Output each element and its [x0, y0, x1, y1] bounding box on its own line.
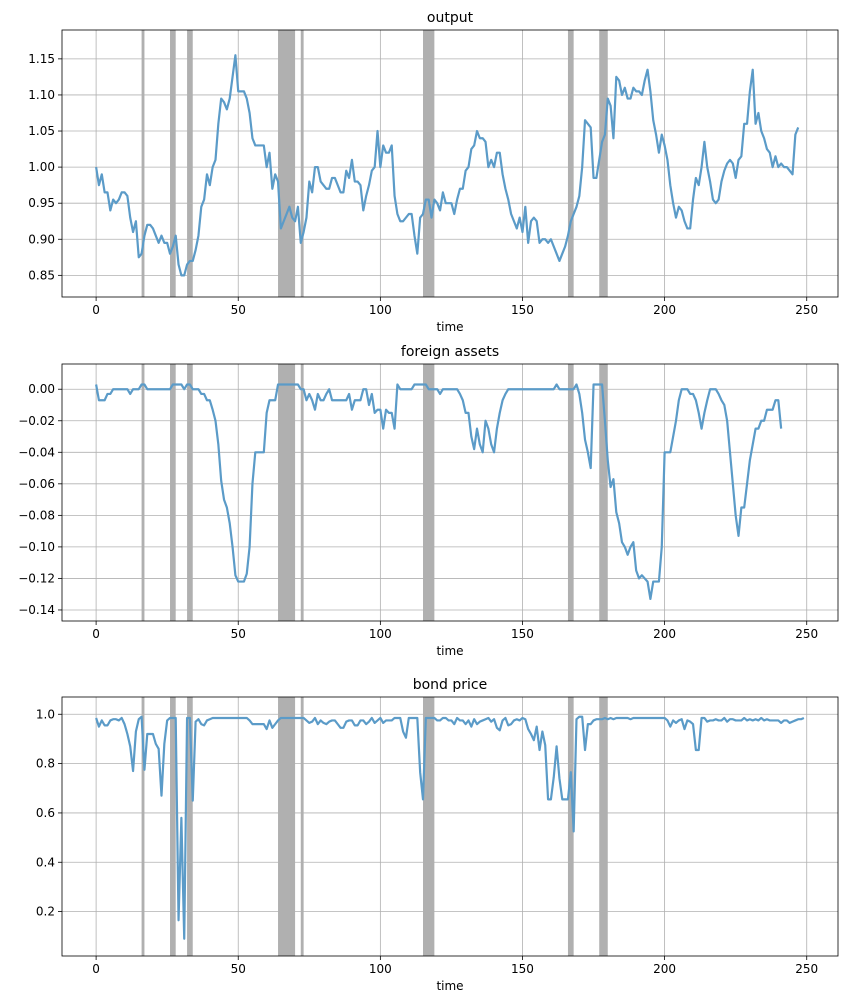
default-period-band	[599, 697, 608, 956]
default-period-band	[170, 697, 176, 956]
default-period-band	[300, 697, 304, 956]
x-tick-label: 50	[231, 303, 246, 317]
default-period-band	[599, 30, 608, 297]
default-period-band	[599, 364, 608, 621]
default-period-band	[141, 697, 145, 956]
y-tick-label: −0.10	[18, 540, 55, 554]
default-periods	[141, 30, 608, 297]
x-tick-label: 0	[92, 627, 100, 641]
default-periods	[141, 697, 608, 956]
x-tick-label: 200	[653, 303, 676, 317]
y-tick-label: −0.08	[18, 508, 55, 522]
x-tick-label: 150	[511, 962, 534, 976]
y-tick-label: 1.0	[36, 707, 55, 721]
x-tick-label: 250	[795, 627, 818, 641]
default-period-band	[422, 364, 435, 621]
series-line	[95, 715, 805, 940]
y-tick-label: 0.95	[28, 196, 55, 210]
default-period-band	[170, 364, 176, 621]
default-period-band	[187, 30, 193, 297]
x-axis-label: time	[436, 644, 463, 658]
y-tick-label: −0.02	[18, 414, 55, 428]
y-tick-label: 0.00	[28, 382, 55, 396]
default-period-band	[278, 30, 296, 297]
chart-title: bond price	[413, 677, 488, 693]
y-tick-label: 1.15	[28, 52, 55, 66]
series-line	[95, 54, 800, 277]
axes-frame	[61, 29, 839, 298]
default-period-band	[422, 30, 435, 297]
x-tick-label: 250	[795, 303, 818, 317]
x-tick-label: 100	[369, 303, 392, 317]
panel-foreign-assets: 0 50 100 150 200 250 0.00 −0.02 −0.04 −0.06 −0.08 −…	[18, 344, 839, 658]
y-tick-label: −0.06	[18, 477, 55, 491]
y-tick-label: 0.6	[36, 806, 55, 820]
x-tick-label: 100	[369, 962, 392, 976]
default-period-band	[170, 30, 176, 297]
default-period-band	[422, 697, 435, 956]
x-axis-label: time	[436, 979, 463, 993]
y-tick-label: 0.8	[36, 757, 55, 771]
default-period-band	[300, 364, 304, 621]
y-tick-label: −0.12	[18, 571, 55, 585]
default-period-band	[300, 30, 304, 297]
default-period-band	[278, 697, 296, 956]
default-periods	[141, 364, 608, 621]
default-period-band	[567, 30, 574, 297]
axes-frame	[61, 363, 839, 622]
x-tick-label: 50	[231, 627, 246, 641]
panel-bond-price: 0 50 100 150 200 250 0.2 0.4 0.6 0.8 1.0 bond price…	[36, 677, 839, 993]
y-tick-label: −0.14	[18, 603, 55, 617]
default-period-band	[187, 697, 193, 956]
y-tick-label: 0.4	[36, 855, 55, 869]
y-tick-label: 0.2	[36, 905, 55, 919]
y-tick-label: 1.05	[28, 124, 55, 138]
default-period-band	[567, 364, 574, 621]
x-tick-label: 200	[653, 962, 676, 976]
x-tick-label: 200	[653, 627, 676, 641]
y-tick-label: −0.04	[18, 445, 55, 459]
y-tick-label: 1.10	[28, 88, 55, 102]
x-tick-label: 150	[511, 627, 534, 641]
x-tick-label: 100	[369, 627, 392, 641]
series-line	[95, 383, 783, 601]
x-tick-label: 0	[92, 962, 100, 976]
x-tick-label: 0	[92, 303, 100, 317]
chart-title: foreign assets	[401, 344, 499, 360]
panel-output: 0 50 100 150 200 250 0.85 0.90 0.95 1.00 1.05 1.10 1…	[28, 10, 839, 334]
default-period-band	[567, 697, 574, 956]
y-tick-label: 1.00	[28, 160, 55, 174]
axes-frame	[61, 696, 839, 957]
x-tick-label: 50	[231, 962, 246, 976]
default-period-band	[141, 364, 145, 621]
y-tick-label: 0.85	[28, 268, 55, 282]
x-axis-label: time	[436, 320, 463, 334]
default-period-band	[141, 30, 145, 297]
chart-title: output	[427, 10, 474, 26]
default-period-band	[278, 364, 296, 621]
default-period-band	[187, 364, 193, 621]
x-tick-label: 150	[511, 303, 534, 317]
y-tick-label: 0.90	[28, 232, 55, 246]
x-tick-label: 250	[795, 962, 818, 976]
